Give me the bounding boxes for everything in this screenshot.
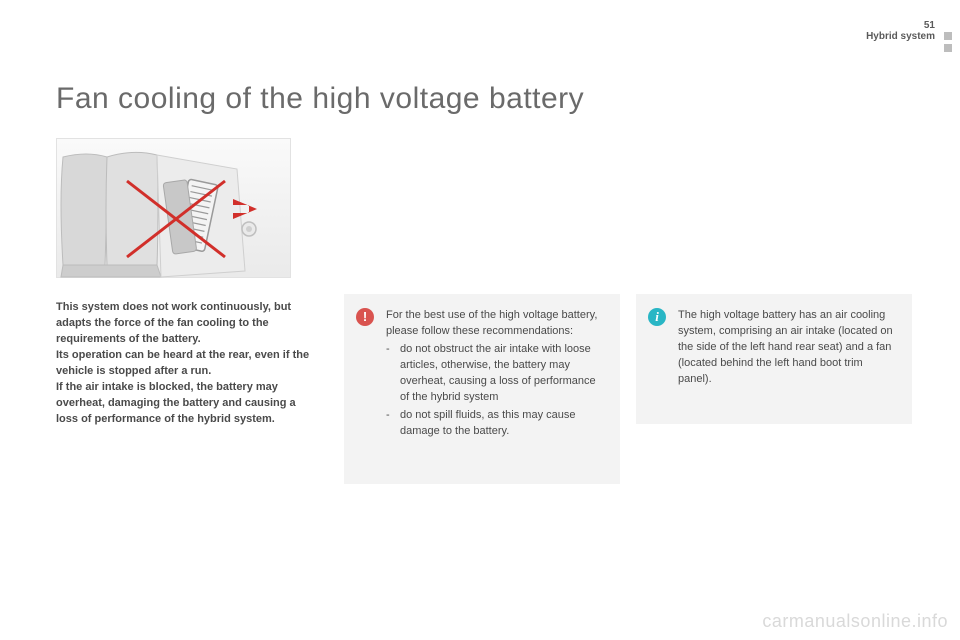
tab-indicators bbox=[944, 32, 952, 56]
warning-panel: ! For the best use of the high voltage b… bbox=[344, 294, 620, 484]
info-icon: i bbox=[648, 308, 666, 326]
main-body-text: This system does not work continuously, … bbox=[56, 300, 314, 428]
info-icon-glyph: i bbox=[655, 308, 659, 327]
info-text: The high voltage battery has an air cool… bbox=[678, 308, 896, 388]
body-paragraph: This system does not work continuously, … bbox=[56, 301, 309, 425]
info-panel: i The high voltage battery has an air co… bbox=[636, 294, 912, 424]
warning-intro: For the best use of the high voltage bat… bbox=[386, 308, 604, 340]
page-header: 51 Hybrid system bbox=[866, 20, 935, 42]
diagram-svg bbox=[57, 139, 292, 279]
tab-square bbox=[944, 32, 952, 40]
warning-icon: ! bbox=[356, 308, 374, 326]
section-label: Hybrid system bbox=[866, 31, 935, 42]
warning-list: do not obstruct the air intake with loos… bbox=[386, 342, 604, 440]
warning-icon-glyph: ! bbox=[363, 308, 367, 327]
page-number: 51 bbox=[866, 20, 935, 31]
seat-air-intake-diagram bbox=[56, 138, 291, 278]
watermark: carmanualsonline.info bbox=[762, 611, 948, 632]
warning-list-item: do not spill fluids, as this may cause d… bbox=[386, 408, 604, 440]
page-title: Fan cooling of the high voltage battery bbox=[56, 82, 584, 116]
warning-list-item: do not obstruct the air intake with loos… bbox=[386, 342, 604, 406]
tab-square bbox=[944, 44, 952, 52]
